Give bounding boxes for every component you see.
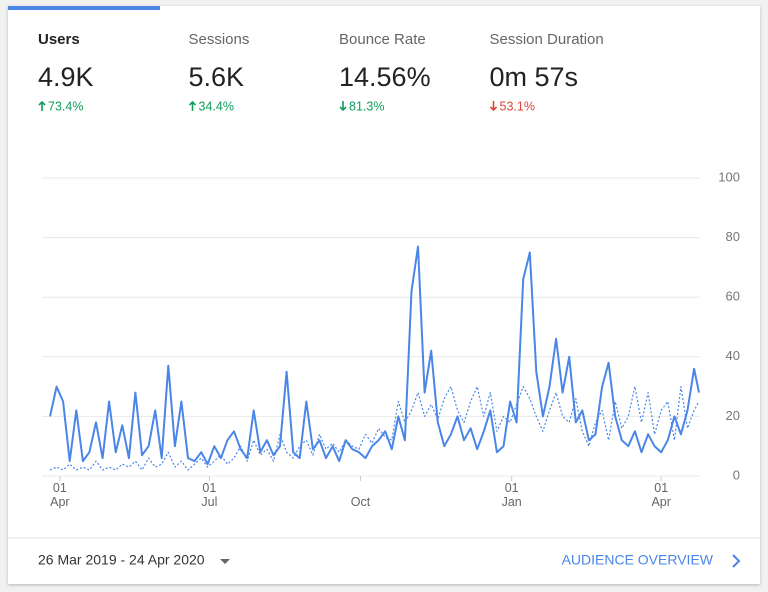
metric-label: Bounce Rate (339, 31, 426, 48)
tab-indicator (8, 6, 160, 10)
metric-label: Session Duration (490, 31, 604, 48)
trend-arrow (38, 100, 46, 111)
x-tick-label: Oct (351, 495, 371, 509)
metric-value: 4.9K (38, 62, 94, 92)
series-line (49, 386, 700, 471)
series-line (49, 245, 700, 466)
metric-change: 34.4% (199, 99, 234, 113)
x-tick-label: 01 Jul (201, 481, 217, 509)
overview-link[interactable]: AUDIENCE OVERVIEW (562, 552, 714, 568)
metric-value: 14.56% (339, 62, 431, 92)
trend-arrow (489, 101, 498, 112)
y-tick-label: 20 (726, 408, 740, 423)
y-tick-label: 0 (733, 467, 740, 482)
metric-value: 5.6K (189, 62, 245, 92)
metric-label: Users (38, 31, 80, 48)
x-tick-label: 01 Apr (50, 481, 69, 509)
metric-value: 0m 57s (490, 62, 579, 92)
dropdown-icon[interactable] (220, 559, 230, 564)
metric-label: Sessions (189, 31, 250, 48)
metric-change: 53.1% (500, 99, 535, 113)
widget: 26 Mar 2019 - 24 Apr 2020 AUDIENCE OVERV… (8, 6, 760, 568)
y-tick-label: 80 (726, 229, 740, 244)
date-range[interactable]: 26 Mar 2019 - 24 Apr 2020 (38, 552, 205, 568)
x-tick-label: 01 Apr (651, 481, 670, 509)
card: 26 Mar 2019 - 24 Apr 2020 AUDIENCE OVERV… (8, 6, 760, 584)
y-tick-label: 100 (718, 169, 740, 184)
x-tick-label: 01 Jan (502, 481, 522, 509)
chevron-icon[interactable] (732, 554, 741, 568)
y-tick-label: 60 (726, 289, 740, 304)
metric-change: 73.4% (48, 99, 83, 113)
trend-arrow (339, 101, 347, 112)
trend-arrow (188, 100, 197, 111)
y-tick-label: 40 (726, 348, 740, 363)
metric-change: 81.3% (349, 99, 384, 113)
